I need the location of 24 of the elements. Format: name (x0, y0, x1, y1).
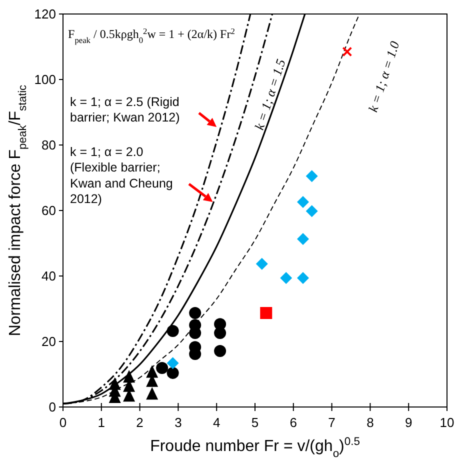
x-tick-label: 0 (59, 415, 67, 430)
annotation: k = 1; α = 1.5 (251, 56, 289, 132)
x-tick-label: 5 (251, 415, 259, 430)
y-tick-label: 80 (42, 138, 56, 152)
x-tick-label: 9 (404, 415, 412, 430)
x-tick-label: 1 (98, 415, 106, 430)
y-tick-label: 60 (42, 203, 56, 218)
annotation: k = 1; α = 1.0 (365, 38, 402, 114)
y-tick-label: 0 (48, 400, 56, 414)
y-tick-label: 100 (34, 72, 56, 87)
x-axis-title: Froude number Fr = v/(gh$_{o}$)$^{0.5}$ (150, 436, 360, 460)
annotation: F$_{peak}$ / 0.5kρgh$_{0}$$^{2}$w = 1 + (2α/k) Fr$^{2}$ (68, 26, 235, 44)
y-tick-label: 120 (34, 6, 56, 22)
x-tick-label: 2 (136, 415, 144, 430)
x-tick-label: 10 (440, 415, 454, 430)
x-tick-label: 3 (174, 415, 182, 430)
x-tick-label: 7 (328, 415, 336, 430)
x-tick-label: 6 (290, 415, 298, 430)
y-tick-label: 40 (42, 268, 56, 284)
annotation: k = 1; α = 2.0 (Flexible barrier; Kwan and Cheung 2012) (70, 145, 173, 206)
annotation: k = 1; α = 2.5 (Rigid barrier; Kwan 2012) (70, 95, 180, 125)
y-tick-label: 20 (42, 334, 56, 349)
x-tick-label: 4 (212, 415, 220, 430)
x-tick-label: 8 (366, 415, 374, 430)
